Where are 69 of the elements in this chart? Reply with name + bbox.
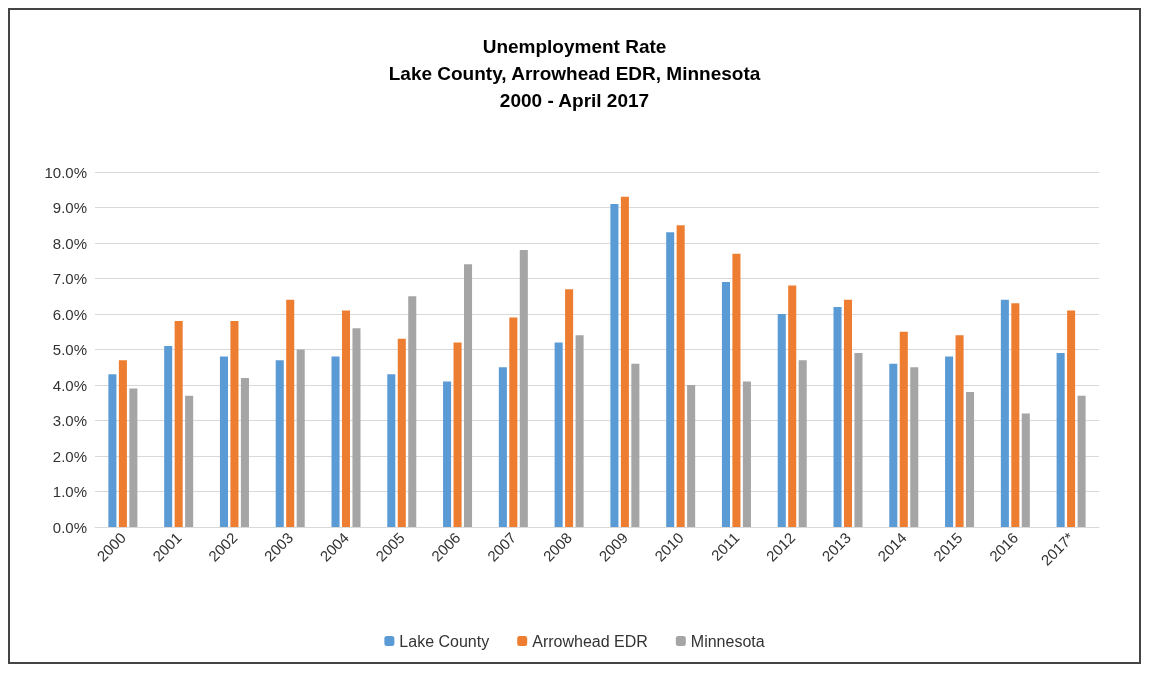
bar xyxy=(610,203,619,527)
bar xyxy=(732,253,741,527)
bar xyxy=(721,282,730,527)
bar xyxy=(129,388,138,527)
bar xyxy=(408,296,417,527)
y-tick-label: 3.0% xyxy=(52,412,87,429)
bar xyxy=(620,196,629,527)
bar xyxy=(174,321,183,527)
bar xyxy=(387,374,396,527)
bar xyxy=(185,395,194,527)
y-tick-label: 6.0% xyxy=(52,305,87,323)
bar xyxy=(1067,310,1076,527)
bar xyxy=(331,356,340,527)
bar xyxy=(966,392,975,527)
bar xyxy=(666,232,675,527)
bar xyxy=(443,381,452,527)
bar xyxy=(687,385,696,527)
bar xyxy=(910,367,919,527)
bar xyxy=(565,289,574,527)
bar xyxy=(798,360,807,527)
bar xyxy=(631,363,640,527)
bar xyxy=(945,356,954,527)
y-tick-label: 8.0% xyxy=(52,234,87,252)
bar xyxy=(742,381,751,527)
y-tick-label: 2.0% xyxy=(52,447,87,465)
bar xyxy=(509,317,518,527)
bar xyxy=(464,264,473,527)
legend-label: Minnesota xyxy=(690,632,765,650)
bar xyxy=(230,321,239,527)
bar xyxy=(899,331,908,527)
bar xyxy=(296,349,305,527)
bar xyxy=(788,285,797,527)
y-tick-label: 9.0% xyxy=(52,199,87,216)
bar xyxy=(108,374,117,527)
bar xyxy=(519,250,528,527)
bar xyxy=(554,342,563,527)
legend-label: Lake County xyxy=(399,632,490,650)
bar xyxy=(1000,299,1009,527)
y-tick-label: 5.0% xyxy=(52,341,87,358)
bar xyxy=(777,314,786,527)
y-tick-label: 10.0% xyxy=(44,163,87,181)
y-tick-label: 4.0% xyxy=(52,376,87,394)
bar xyxy=(397,338,406,527)
bar xyxy=(219,356,228,527)
bar xyxy=(575,335,584,527)
bar xyxy=(854,353,863,527)
bar xyxy=(1021,413,1030,527)
bar xyxy=(1011,303,1020,527)
bar xyxy=(889,363,898,527)
y-tick-label: 0.0% xyxy=(52,518,87,536)
bar xyxy=(955,335,964,527)
bar xyxy=(676,225,685,527)
bar xyxy=(240,377,249,527)
chart-title: Unemployment Rate Lake County, Arrowhead EDR, Minnesota 2000 - April 2017 xyxy=(388,36,761,111)
bar xyxy=(118,360,127,527)
bar xyxy=(286,299,295,527)
legend-label: Arrowhead EDR xyxy=(532,632,648,650)
bar xyxy=(833,306,842,527)
bar xyxy=(498,367,507,527)
bar xyxy=(341,310,351,527)
bar xyxy=(164,345,173,527)
bar xyxy=(352,328,361,527)
y-tick-label: 1.0% xyxy=(52,483,87,500)
bar xyxy=(275,360,284,527)
bar xyxy=(453,342,462,527)
bar xyxy=(1077,395,1086,527)
bar xyxy=(1056,353,1065,527)
y-tick-label: 7.0% xyxy=(52,270,87,287)
bar xyxy=(843,299,853,527)
